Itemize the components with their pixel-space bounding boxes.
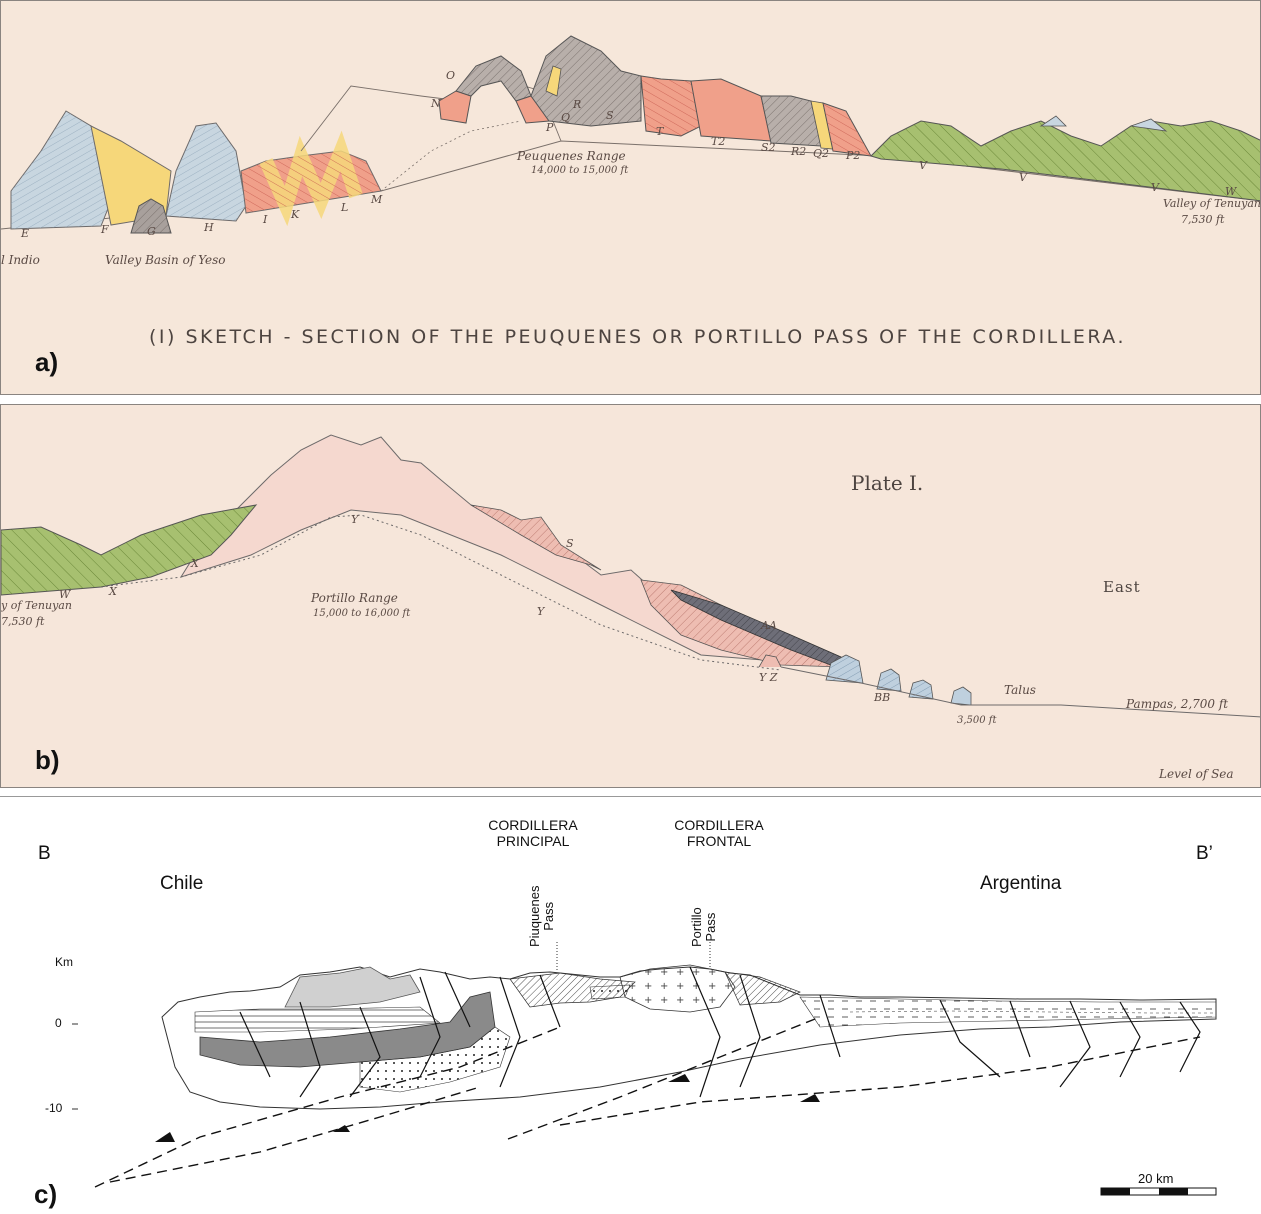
label-b-bb: BB <box>874 691 891 704</box>
label-b-w: W <box>59 588 71 601</box>
b-end-label: B’ <box>1196 843 1213 864</box>
label-h: H <box>204 221 214 234</box>
label-o: O <box>446 69 456 82</box>
valley-tenuyan-label: Valley of Tenuyan <box>1163 197 1261 210</box>
scale-bar-label: 20 km <box>1138 1171 1174 1186</box>
indio-label: l Indio <box>1 253 40 267</box>
tick-0-label: 0 <box>55 1016 62 1030</box>
principal-line-2: PRINCIPAL <box>496 833 570 849</box>
label-r: R <box>573 98 582 111</box>
yellow-stripe-q <box>545 65 562 97</box>
label-l: L <box>341 201 349 214</box>
panel-a-section-drawing <box>1 35 1260 234</box>
label-n: N <box>431 97 441 110</box>
label-g: G <box>147 225 156 238</box>
level-of-sea-label: Level of Sea <box>1159 767 1234 781</box>
label-q: Q <box>561 111 571 124</box>
portillo-range-height: 15,000 to 16,000 ft <box>313 608 411 619</box>
scale-bar <box>1100 1187 1217 1196</box>
plate-label: Plate I. <box>851 471 924 495</box>
panel-b-letter: b) <box>35 745 60 775</box>
frontal-line-2: FRONTAL <box>686 833 752 849</box>
volcanic-cover <box>284 966 421 1008</box>
piuquenes-pass-label: Piuquenes Pass <box>527 885 556 947</box>
label-b-x1: X <box>109 585 117 598</box>
label-e: E <box>21 227 30 240</box>
label-b-yz: Y Z <box>759 671 778 684</box>
label-p: P <box>546 121 554 134</box>
label-k: K <box>291 208 300 221</box>
frontal-granite <box>619 964 736 1013</box>
argentina-label: Argentina <box>980 873 1062 894</box>
panel-c-section-drawing: + <box>72 942 1217 1196</box>
thrust-arrow-3 <box>668 1074 690 1082</box>
elevation-3500-label: 3,500 ft <box>957 715 997 726</box>
km-label: Km <box>55 955 73 969</box>
portillo-range-label: Portillo Range <box>311 591 398 605</box>
label-t: T <box>656 125 664 138</box>
label-t2: T2 <box>711 135 726 148</box>
panel-c-letter: c) <box>34 1179 58 1209</box>
cordillera-frontal-label: CORDILLERA FRONTAL <box>664 817 774 849</box>
label-q2: Q2 <box>813 147 830 160</box>
pampas-label: Pampas, 2,700 ft <box>1126 697 1229 711</box>
panel-b-section-drawing <box>1 434 1260 718</box>
valley-tenuyan-b-label: y of Tenuyan <box>1 599 72 612</box>
label-f: F <box>101 223 109 236</box>
label-b-y2: Y <box>537 605 545 618</box>
portillo-pass-label: Portillo Pass <box>689 907 718 947</box>
tick-minus10-label: -10 <box>45 1101 63 1115</box>
chile-label: Chile <box>160 873 204 894</box>
east-label: East <box>1103 578 1141 596</box>
thrust-arrow-1 <box>155 1132 175 1142</box>
panel-a-caption: (I) SKETCH - SECTION OF THE PEUQUENES OR… <box>149 326 1126 348</box>
label-v1: V <box>919 159 927 172</box>
label-w: W <box>1225 185 1237 198</box>
panel-a-sketch-section-peuquenes: E F G H I K L M N O P Q R S T T2 S2 R2 Q… <box>0 0 1261 395</box>
label-s: S <box>606 109 614 122</box>
valley-basin-yeso-label: Valley Basin of Yeso <box>105 253 226 267</box>
label-v3: V <box>1151 181 1159 194</box>
valley-tenuyan-b-height: 7,530 ft <box>1 615 45 628</box>
panel-c-structural-cross-section: + <box>0 796 1261 1214</box>
portillo-line-2: Pass <box>703 912 718 942</box>
panel-a-letter: a) <box>35 347 59 377</box>
label-m: M <box>371 193 383 206</box>
label-b-s: S <box>566 537 574 550</box>
panel-b-portillo-range: W X X Y Y S AA BB Y Z Portillo Range 15,… <box>0 404 1261 788</box>
frontal-line-1: CORDILLERA <box>674 817 764 833</box>
label-i: I <box>263 213 268 226</box>
detachments <box>94 1016 1201 1188</box>
principal-line-1: CORDILLERA <box>488 817 578 833</box>
label-v2: V <box>1019 171 1027 184</box>
cordillera-principal-label: CORDILLERA PRINCIPAL <box>478 817 588 849</box>
red-layer-n <box>438 90 472 124</box>
red-layer-t2 <box>690 78 772 142</box>
peuquenes-range-height: 14,000 to 15,000 ft <box>531 165 629 176</box>
piuquenes-line-2: Pass <box>541 901 556 931</box>
valley-tenuyan-height: 7,530 ft <box>1181 213 1225 226</box>
thrust-arrow-4 <box>800 1094 820 1102</box>
label-r2: R2 <box>791 145 807 158</box>
label-b-aa: AA <box>761 619 777 632</box>
peuquenes-range-label: Peuquenes Range <box>517 149 626 163</box>
portillo-line-1: Portillo <box>689 907 704 947</box>
piuquenes-line-1: Piuquenes <box>527 885 542 947</box>
b-start-label: B <box>38 843 51 864</box>
faults <box>239 966 1201 1098</box>
label-b-y1: Y <box>351 513 359 526</box>
talus-label: Talus <box>1004 683 1036 697</box>
label-s2: S2 <box>761 141 776 154</box>
label-p2: P2 <box>846 149 861 162</box>
blue-hill-4 <box>950 686 972 706</box>
label-b-x2: X <box>191 557 199 570</box>
thrust-arrow-2 <box>333 1125 350 1132</box>
